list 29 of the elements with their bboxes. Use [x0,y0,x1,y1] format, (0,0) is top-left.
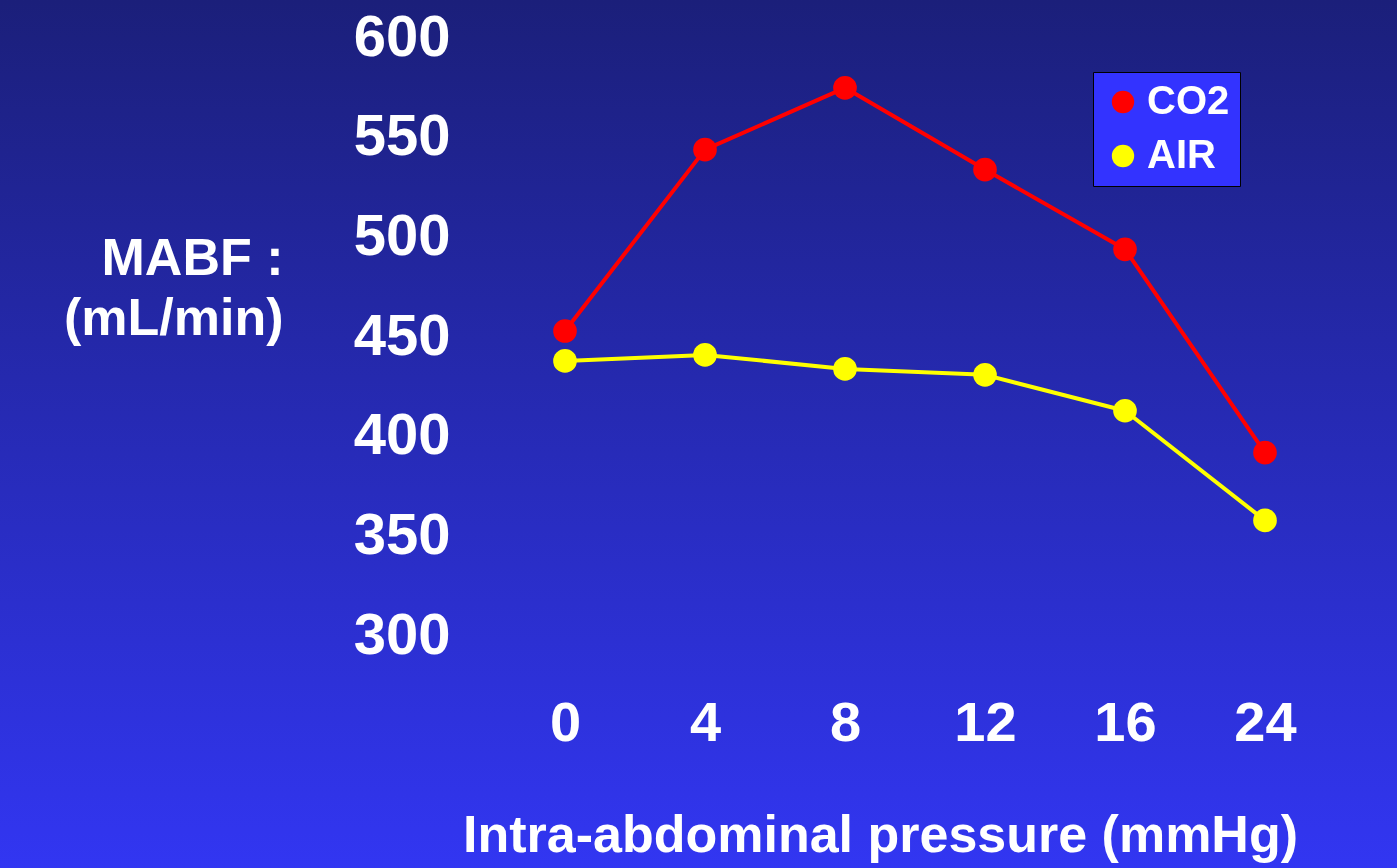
y-tick-label: 400 [353,401,451,467]
point [973,363,997,387]
point [1253,508,1277,533]
y-tick-label: 600 [353,2,451,68]
y-tick-label: 500 [353,201,451,267]
y-tick-label: 550 [353,102,451,168]
point [1253,440,1277,465]
legend-label: AIR [1147,132,1216,176]
point [1113,398,1137,423]
point [973,157,997,182]
point [553,319,577,343]
point [1113,237,1137,262]
point [833,76,857,100]
y-tick-label: 300 [353,600,451,666]
y-tick-label: 450 [353,301,451,367]
x-tick-label: 4 [689,689,722,753]
x-tick-label: 24 [1234,689,1297,753]
x-tick-label: 0 [549,689,582,753]
x-tick-label: 8 [829,689,862,753]
x-tick-label: 12 [954,689,1017,753]
point [833,357,857,381]
x-tick-label: 16 [1094,689,1157,753]
y-axis-title: MABF : (mL/min) [63,227,284,346]
point [553,349,577,373]
point [693,137,717,162]
point [693,343,717,367]
x-axis-title: Intra-abdominal pressure (mmHg) [462,804,1299,863]
legend-label: CO2 [1147,78,1230,122]
y-tick-label: 350 [353,500,451,566]
